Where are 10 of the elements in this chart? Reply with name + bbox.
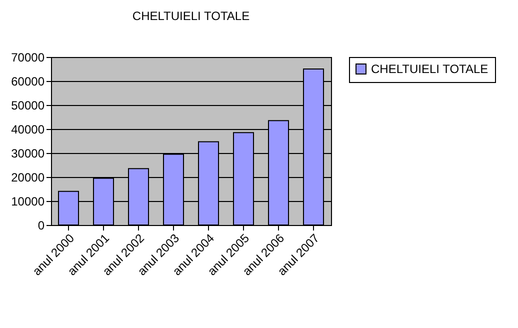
y-tick-label: 70000 [11, 50, 45, 64]
y-tick-label: 20000 [11, 170, 45, 184]
legend-label: CHELTUIELI TOTALE [371, 62, 488, 76]
y-tick-label: 0 [38, 218, 45, 232]
y-tick-label: 30000 [11, 146, 45, 160]
y-tick-label: 60000 [11, 74, 45, 88]
chart-title: CHELTUIELI TOTALE [132, 9, 250, 23]
y-tick-label: 40000 [11, 122, 45, 136]
y-tick-label: 10000 [11, 194, 45, 208]
y-tick-label: 50000 [11, 98, 45, 112]
